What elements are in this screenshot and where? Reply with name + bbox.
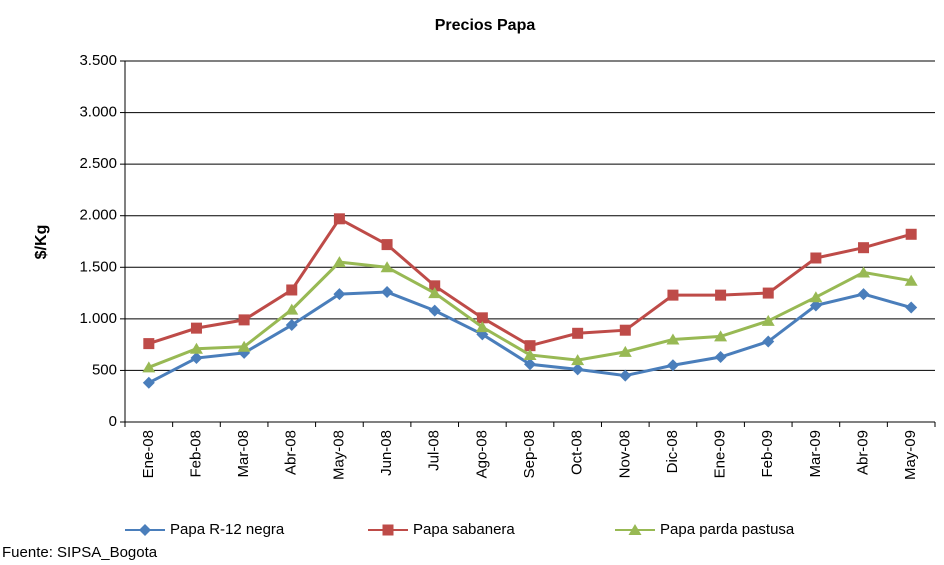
marker	[762, 287, 774, 299]
marker	[429, 280, 441, 292]
marker	[139, 524, 151, 536]
x-tick-label: Feb-08	[187, 430, 204, 478]
y-axis-label: $/Kg	[33, 225, 50, 260]
marker	[142, 361, 156, 373]
x-tick-label: Abr-08	[283, 430, 300, 475]
marker	[761, 314, 775, 326]
x-tick-label: Nov-08	[616, 430, 633, 478]
marker	[714, 330, 728, 342]
marker	[905, 228, 917, 240]
source-note: Fuente: SIPSA_Bogota	[2, 544, 158, 561]
marker	[619, 369, 632, 382]
marker	[381, 239, 393, 251]
y-tick-label: 2.000	[79, 207, 117, 224]
marker	[285, 319, 298, 332]
x-tick-label: May-08	[330, 430, 347, 480]
marker	[476, 312, 488, 324]
marker	[190, 352, 203, 365]
marker	[762, 335, 775, 348]
y-tick-label: 3.000	[79, 104, 117, 121]
marker	[628, 524, 642, 535]
marker	[143, 338, 155, 350]
marker	[809, 299, 822, 312]
x-tick-label: Oct-08	[569, 430, 586, 475]
y-tick-label: 500	[92, 361, 117, 378]
marker	[857, 288, 870, 301]
marker	[189, 342, 203, 354]
marker	[524, 340, 536, 352]
marker	[857, 266, 871, 278]
marker	[572, 327, 584, 339]
marker	[428, 304, 441, 317]
x-tick-label: Jun-08	[378, 430, 395, 476]
marker	[285, 303, 299, 315]
x-tick-label: Ene-08	[140, 430, 157, 478]
series-line	[148, 216, 912, 348]
marker	[332, 256, 346, 268]
y-tick-label: 0	[109, 413, 117, 430]
marker	[715, 289, 727, 301]
marker	[667, 289, 679, 301]
x-tick-label: Dic-08	[664, 430, 681, 473]
marker	[381, 286, 394, 299]
marker	[237, 340, 251, 352]
marker	[904, 274, 918, 286]
marker	[809, 291, 823, 303]
legend-label: Papa sabanera	[413, 521, 515, 538]
marker	[286, 284, 298, 296]
y-tick-label: 2.500	[79, 155, 117, 172]
marker	[190, 322, 202, 334]
marker	[905, 301, 918, 314]
marker	[382, 524, 394, 536]
marker	[571, 354, 585, 366]
y-tick-label: 3.500	[79, 52, 117, 69]
marker	[524, 358, 536, 371]
legend-label: Papa parda pastusa	[660, 521, 795, 538]
marker	[714, 351, 727, 364]
x-tick-label: Feb-09	[759, 430, 776, 478]
x-tick-label: Ago-08	[473, 430, 490, 478]
y-tick-label: 1.500	[79, 258, 117, 275]
marker	[333, 213, 345, 225]
marker	[238, 314, 250, 326]
marker	[380, 261, 394, 273]
y-tick-label: 1.000	[79, 310, 117, 327]
marker	[571, 363, 584, 376]
x-tick-label: Mar-09	[807, 430, 824, 478]
x-tick-label: May-09	[902, 430, 919, 480]
marker	[333, 288, 346, 301]
marker	[666, 359, 679, 372]
legend-label: Papa R-12 negra	[170, 521, 285, 538]
x-tick-label: Ene-09	[712, 430, 729, 478]
chart-title: Precios Papa	[435, 17, 536, 34]
marker	[428, 287, 442, 299]
marker	[810, 252, 822, 264]
x-tick-label: Jul-08	[426, 430, 443, 471]
x-tick-label: Mar-08	[235, 430, 252, 478]
marker	[619, 324, 631, 336]
x-tick-label: Sep-08	[521, 430, 538, 478]
marker	[142, 376, 155, 389]
marker	[618, 345, 632, 357]
marker	[858, 242, 870, 254]
x-tick-label: Abr-09	[854, 430, 871, 475]
marker	[523, 348, 537, 360]
marker	[475, 321, 489, 333]
marker	[666, 333, 680, 345]
